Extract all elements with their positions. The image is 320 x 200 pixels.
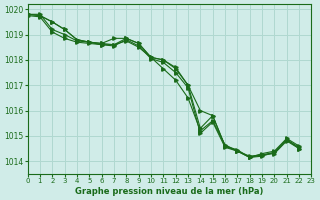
X-axis label: Graphe pression niveau de la mer (hPa): Graphe pression niveau de la mer (hPa) bbox=[75, 187, 264, 196]
